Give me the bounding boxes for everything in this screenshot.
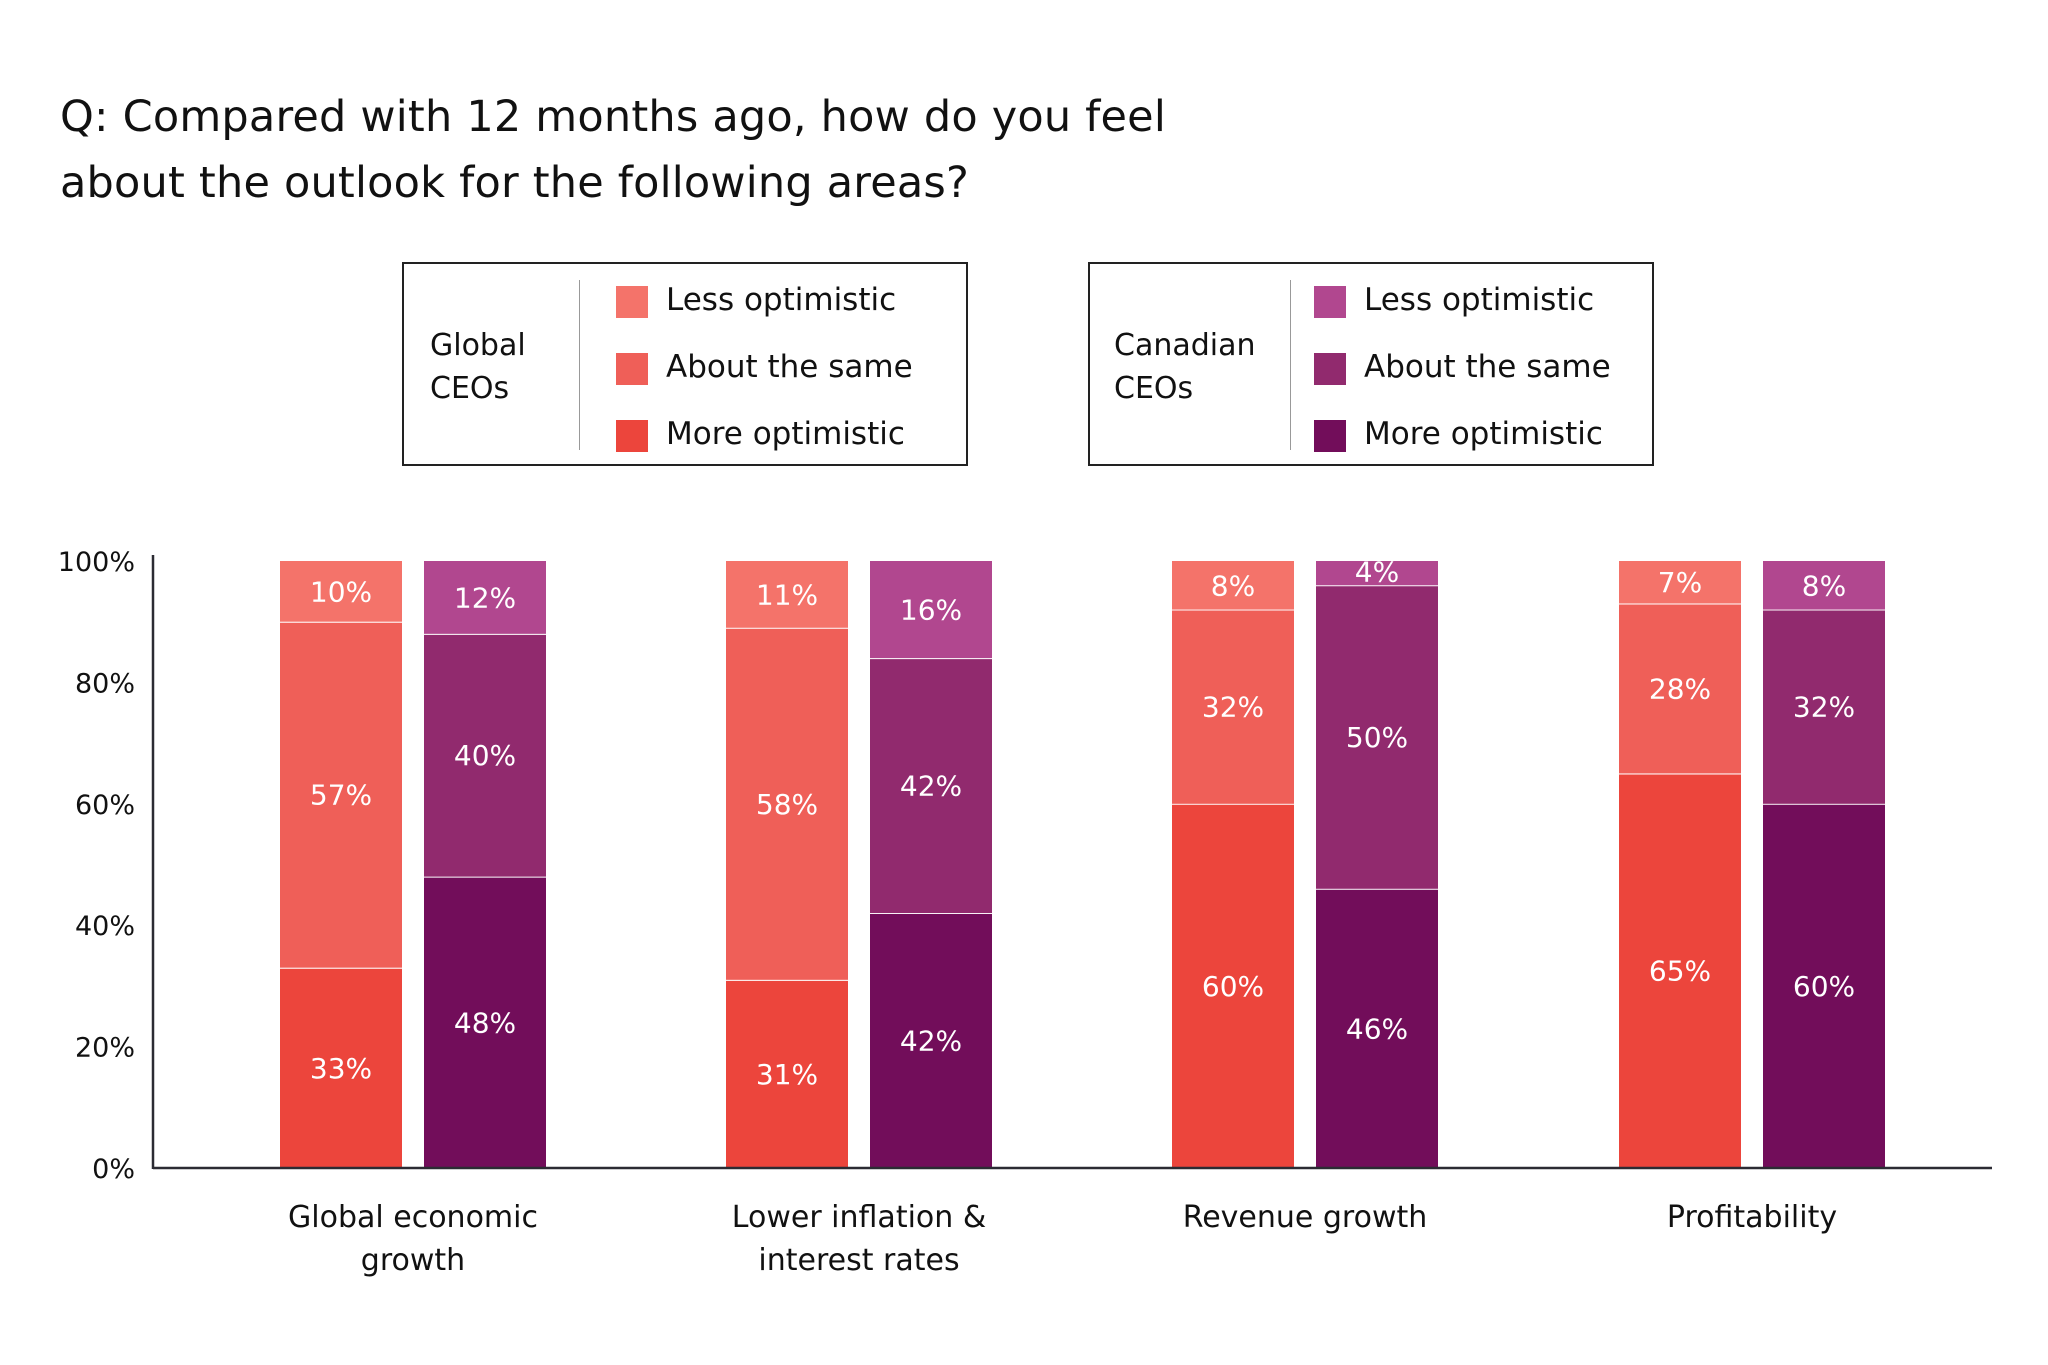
- bar-segment: [1763, 609, 1885, 804]
- category-label: growth: [361, 1243, 465, 1278]
- data-label: 65%: [1649, 955, 1711, 988]
- legend-swatch: [1314, 420, 1346, 452]
- data-label: 32%: [1793, 691, 1855, 724]
- bar-segment: [424, 561, 546, 634]
- data-label: 40%: [454, 739, 516, 772]
- legend-global-ceos: Global CEOs Less optimistic About the sa…: [402, 262, 968, 466]
- data-label: 11%: [756, 578, 818, 611]
- data-label: 7%: [1658, 566, 1702, 599]
- data-label: 58%: [756, 788, 818, 821]
- bar-segment: [726, 561, 848, 628]
- y-tick-label: 20%: [75, 1033, 135, 1064]
- bar-segment: [1172, 803, 1294, 1168]
- legend-swatch: [1314, 286, 1346, 318]
- bar-segment: [1172, 609, 1294, 804]
- legend-divider: [579, 280, 580, 450]
- y-tick-label: 0%: [92, 1154, 135, 1185]
- data-label: 42%: [900, 1025, 962, 1058]
- category-label: Profitability: [1667, 1200, 1837, 1235]
- legend-item-more-optimistic: More optimistic: [616, 414, 913, 481]
- title-line-1: Q: Compared with 12 months ago, how do y…: [60, 92, 1166, 142]
- bar-segment: [1763, 803, 1885, 1168]
- data-label: 4%: [1355, 555, 1399, 588]
- data-label: 48%: [454, 1006, 516, 1039]
- data-label: 28%: [1649, 672, 1711, 705]
- bar-segment: [1619, 561, 1741, 604]
- data-label: 10%: [310, 575, 372, 608]
- data-label: 57%: [310, 779, 372, 812]
- legend-item-less-optimistic: Less optimistic: [1314, 280, 1611, 347]
- legend-swatch: [616, 353, 648, 385]
- legend-group-line-1: Canadian: [1114, 328, 1256, 363]
- data-label: 60%: [1793, 970, 1855, 1003]
- legend-swatch: [1314, 353, 1346, 385]
- data-label: 32%: [1202, 691, 1264, 724]
- title-line-2: about the outlook for the following area…: [60, 158, 970, 208]
- bar-segment: [1316, 888, 1438, 1168]
- legend-item-label: About the same: [1364, 349, 1611, 385]
- legend-item-less-optimistic: Less optimistic: [616, 280, 913, 347]
- legend-group-line-2: CEOs: [1114, 371, 1194, 406]
- legend-divider: [1290, 280, 1291, 450]
- bar-segment: [1619, 773, 1741, 1168]
- bar-segment: [1172, 561, 1294, 610]
- bar-segment: [1316, 585, 1438, 889]
- data-label: 42%: [900, 770, 962, 803]
- bar-segment: [280, 561, 402, 622]
- bar-segment: [1619, 603, 1741, 774]
- bar-segment: [280, 967, 402, 1168]
- legend-group-label: Canadian CEOs: [1114, 324, 1256, 410]
- legend-item-about-the-same: About the same: [1314, 347, 1611, 414]
- bar-segment: [870, 658, 992, 914]
- y-tick-label: 40%: [75, 911, 135, 942]
- legend-item-label: More optimistic: [666, 416, 905, 452]
- legend-item-more-optimistic: More optimistic: [1314, 414, 1611, 481]
- data-label: 31%: [756, 1058, 818, 1091]
- bar-segment: [1763, 561, 1885, 610]
- legend-group-line-1: Global: [430, 328, 526, 363]
- data-label: 8%: [1211, 569, 1255, 602]
- bar-segment: [424, 633, 546, 877]
- data-label: 46%: [1346, 1012, 1408, 1045]
- category-label: Revenue growth: [1183, 1200, 1428, 1235]
- bar-segment: [280, 621, 402, 968]
- y-tick-label: 80%: [75, 668, 135, 699]
- legend-item-label: About the same: [666, 349, 913, 385]
- legend-item-label: Less optimistic: [666, 282, 897, 318]
- legend-item-label: Less optimistic: [1364, 282, 1595, 318]
- data-label: 12%: [454, 581, 516, 614]
- bar-segment: [870, 913, 992, 1168]
- data-label: 33%: [310, 1052, 372, 1085]
- data-label: 60%: [1202, 970, 1264, 1003]
- bar-segment: [1316, 561, 1438, 586]
- legend-canadian-ceos: Canadian CEOs Less optimistic About the …: [1088, 262, 1654, 466]
- data-label: 8%: [1802, 569, 1846, 602]
- bar-segment: [726, 627, 848, 980]
- legend-group-label: Global CEOs: [430, 324, 526, 410]
- category-label: Lower inflation &: [732, 1200, 986, 1235]
- legend-group-line-2: CEOs: [430, 371, 510, 406]
- bar-segment: [870, 561, 992, 659]
- y-tick-label: 60%: [75, 790, 135, 821]
- category-label: interest rates: [758, 1243, 959, 1278]
- bar-segment: [726, 979, 848, 1168]
- category-label: Global economic: [288, 1200, 538, 1235]
- chart-title: Q: Compared with 12 months ago, how do y…: [60, 84, 1166, 216]
- data-label: 16%: [900, 594, 962, 627]
- legend-swatch: [616, 286, 648, 318]
- legend-swatch: [616, 420, 648, 452]
- legend-item-label: More optimistic: [1364, 416, 1603, 452]
- bar-segment: [424, 876, 546, 1168]
- legend-item-about-the-same: About the same: [616, 347, 913, 414]
- data-label: 50%: [1346, 721, 1408, 754]
- y-tick-label: 100%: [58, 547, 135, 578]
